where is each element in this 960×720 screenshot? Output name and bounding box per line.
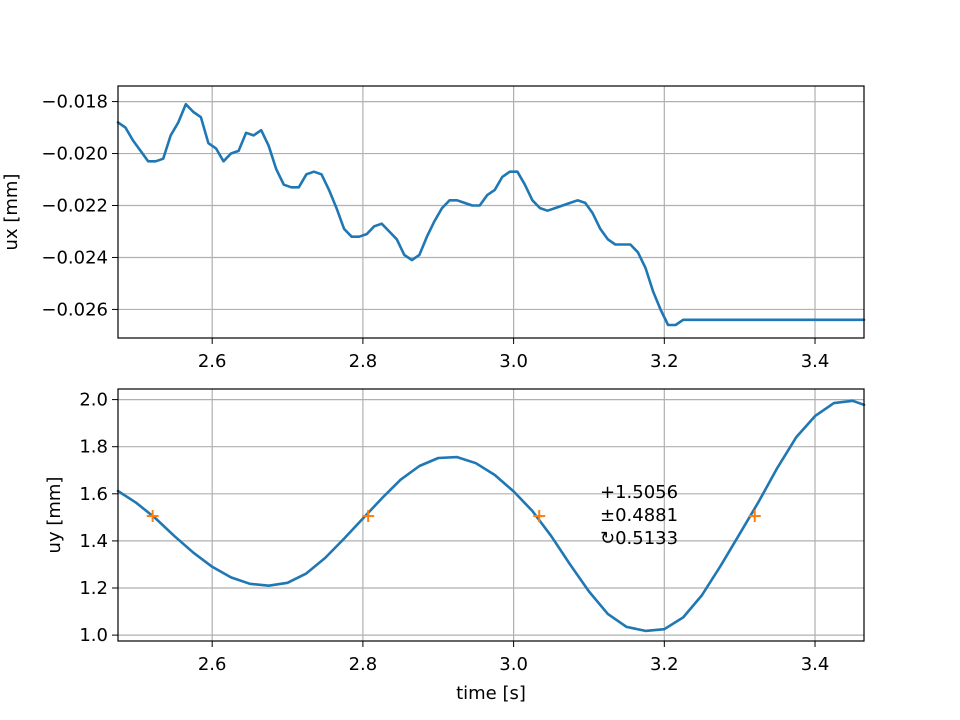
uy-yticks: 1.0 1.2 1.4 1.6 1.8 2.0 bbox=[79, 390, 118, 646]
uy-axes-frame bbox=[117, 388, 865, 642]
ux-grid bbox=[118, 86, 864, 338]
uy-xtick-label: 3.0 bbox=[499, 654, 528, 675]
ux-xtick-label: 2.8 bbox=[349, 351, 378, 372]
ux-panel: 2.6 2.8 3.0 3.2 3.4 −0.018 −0.020 −0.022 −0.024… bbox=[1, 85, 866, 372]
ux-xtick-label: 3.0 bbox=[499, 351, 528, 372]
ux-ytick-label: −0.020 bbox=[41, 144, 108, 165]
ux-xtick-label: 2.6 bbox=[198, 351, 227, 372]
uy-ytick-label: 1.4 bbox=[79, 531, 108, 552]
uy-marker-plus bbox=[362, 510, 375, 523]
uy-annotation-period: ↻0.5133 bbox=[600, 528, 678, 549]
uy-xticks: 2.6 2.8 3.0 3.2 3.4 bbox=[198, 641, 829, 675]
uy-xtick-label: 2.8 bbox=[349, 654, 378, 675]
ux-xtick-label: 3.4 bbox=[801, 351, 830, 372]
uy-ytick-label: 1.2 bbox=[79, 578, 108, 599]
uy-xtick-label: 3.2 bbox=[650, 654, 679, 675]
uy-marker-plus bbox=[533, 510, 546, 523]
uy-marker-plus bbox=[748, 510, 761, 523]
uy-xlabel: time [s] bbox=[456, 683, 526, 704]
uy-ylabel: uy [mm] bbox=[44, 477, 65, 554]
uy-ytick-label: 1.0 bbox=[79, 625, 108, 646]
ux-yticks: −0.018 −0.020 −0.022 −0.024 −0.026 bbox=[41, 92, 118, 320]
uy-xtick-label: 3.4 bbox=[801, 654, 830, 675]
ux-xtick-label: 3.2 bbox=[650, 351, 679, 372]
ux-series-line bbox=[116, 102, 866, 327]
uy-markers bbox=[146, 510, 761, 523]
uy-series-line bbox=[116, 399, 866, 633]
uy-ytick-label: 2.0 bbox=[79, 390, 108, 411]
uy-ytick-label: 1.8 bbox=[79, 437, 108, 458]
uy-grid bbox=[118, 389, 864, 641]
ux-ytick-label: −0.018 bbox=[41, 92, 108, 113]
uy-panel: 2.6 2.8 3.0 3.2 3.4 1.0 1.2 1.4 1.6 1.8 2.0 uy [m… bbox=[44, 388, 866, 704]
ux-ytick-label: −0.022 bbox=[41, 196, 108, 217]
uy-ytick-label: 1.6 bbox=[79, 484, 108, 505]
ux-ytick-label: −0.024 bbox=[41, 247, 108, 268]
uy-xtick-label: 2.6 bbox=[198, 654, 227, 675]
ux-axes-frame bbox=[117, 85, 865, 339]
uy-annotation-mean: +1.5056 bbox=[600, 482, 678, 503]
ux-xticks: 2.6 2.8 3.0 3.2 3.4 bbox=[198, 338, 829, 372]
uy-annotation-amplitude: ±0.4881 bbox=[600, 505, 678, 526]
uy-marker-plus bbox=[146, 510, 159, 523]
ux-ytick-label: −0.026 bbox=[41, 299, 108, 320]
ux-ylabel: ux [mm] bbox=[1, 174, 22, 251]
